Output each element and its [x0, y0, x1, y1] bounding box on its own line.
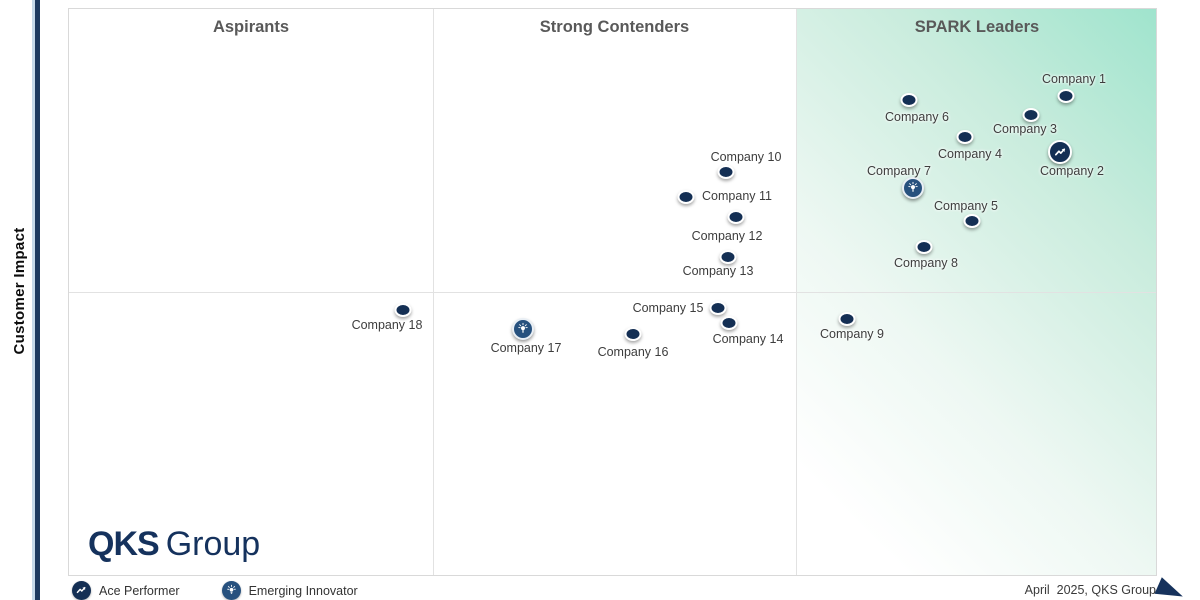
- company-label: Company 18: [351, 318, 423, 332]
- company-point: [719, 250, 737, 264]
- company-point: [963, 214, 981, 228]
- company-point: [717, 165, 735, 179]
- logo-light-text: Group: [165, 525, 261, 563]
- company-point: [915, 240, 933, 254]
- company-point: [1048, 140, 1072, 164]
- lightbulb-idea-icon: [908, 181, 918, 192]
- company-label: Company 9: [820, 327, 884, 341]
- company-label: Company 11: [702, 189, 772, 203]
- company-label: Company 6: [885, 110, 949, 124]
- company-label: Company 16: [597, 345, 669, 359]
- company-point: [512, 318, 534, 340]
- quadrant-header-strong-contenders: Strong Contenders: [539, 18, 690, 36]
- trending-up-icon: [1054, 147, 1065, 156]
- company-point: [1057, 89, 1075, 103]
- company-label: Company 8: [894, 256, 958, 270]
- company-label: Company 13: [682, 264, 754, 278]
- ace-performer-icon: [72, 581, 91, 600]
- company-point: [624, 327, 642, 341]
- company-label: Company 3: [993, 122, 1057, 136]
- lightbulb-idea-icon: [226, 584, 236, 594]
- quadrant-header-spark-leaders: SPARK Leaders: [914, 18, 1040, 36]
- chart-area: Aspirants Strong Contenders SPARK Leader…: [68, 8, 1157, 576]
- company-point: [394, 303, 412, 317]
- legend-item-ace: Ace Performer: [72, 581, 180, 600]
- company-point: [1022, 108, 1040, 122]
- qks-group-logo: QKS Group: [88, 527, 260, 561]
- company-point: [838, 312, 856, 326]
- company-label: Company 10: [710, 150, 782, 164]
- trending-up-icon: [76, 586, 86, 594]
- company-label: Company 17: [490, 341, 562, 355]
- company-point: [720, 316, 738, 330]
- company-label: Company 15: [632, 301, 704, 315]
- quadrant-divider-horizontal: [69, 292, 1156, 293]
- lightbulb-idea-icon: [518, 322, 528, 333]
- company-point: [902, 177, 924, 199]
- company-label: Company 1: [1042, 72, 1106, 86]
- company-label: Company 12: [691, 229, 763, 243]
- y-axis-bar: [32, 0, 40, 600]
- company-point: [956, 130, 974, 144]
- marker-legend: Ace Performer Emerging Innovator: [72, 581, 400, 600]
- company-point: [900, 93, 918, 107]
- company-point: [677, 190, 695, 204]
- x-axis-arrow-icon: [1154, 577, 1187, 600]
- company-point: [727, 210, 745, 224]
- company-label: Company 7: [867, 164, 931, 178]
- company-label: Company 4: [938, 147, 1002, 161]
- emerging-innovator-icon: [221, 581, 241, 600]
- company-point: [709, 301, 727, 315]
- company-label: Company 14: [712, 332, 784, 346]
- legend-label: Emerging Innovator: [248, 583, 358, 598]
- publication-date: April 2025, QKS Group: [1024, 583, 1156, 597]
- quadrant-header-aspirants: Aspirants: [212, 18, 290, 36]
- legend-item-innovator: Emerging Innovator: [221, 581, 358, 600]
- company-label: Company 2: [1040, 164, 1104, 178]
- y-axis-label: Customer Impact: [11, 227, 28, 355]
- logo-bold-text: QKS: [88, 525, 160, 563]
- company-label: Company 5: [934, 199, 998, 213]
- legend-label: Ace Performer: [99, 583, 180, 598]
